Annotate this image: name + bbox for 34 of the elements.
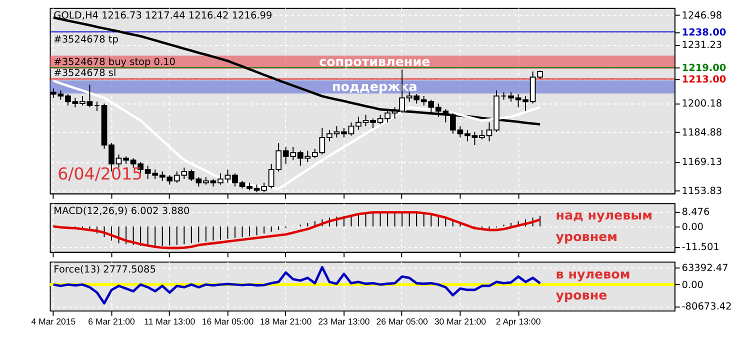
x-tick-label: 16 Mar 05:00 — [202, 316, 254, 327]
ref-line-label: #3524678 sl — [54, 68, 116, 80]
x-tick-label: 4 Mar 2015 — [31, 316, 76, 327]
y-tick-label: -80673.42 — [682, 302, 732, 313]
y-tick-label: 8.476 — [682, 206, 710, 218]
annotation: в нулевом уровне — [556, 266, 630, 303]
y-tick-label: 1219.00 — [682, 63, 726, 74]
band-label: сопротивление — [319, 54, 430, 70]
ref-line-label: #3524678 buy stop 0.10 — [54, 56, 176, 68]
x-tick-label: 30 Mar 21:00 — [434, 316, 486, 327]
chart-title: MACD(12,26,9) 6.002 3.880 — [54, 206, 190, 217]
x-tick-label: 18 Mar 21:00 — [260, 316, 312, 327]
y-tick-label: 1231.23 — [682, 40, 722, 52]
y-tick-label: 63392.47 — [682, 263, 728, 274]
y-tick-label: 0.00 — [682, 222, 704, 233]
x-tick-label: 6 Mar 21:00 — [88, 316, 136, 327]
y-tick-label: 1238.00 — [682, 27, 726, 38]
x-tick-label: 2 Apr 13:00 — [496, 316, 541, 327]
annotation: над нулевым уровнем — [556, 208, 652, 244]
y-tick-label: 1213.00 — [682, 74, 726, 86]
x-tick-label: 23 Mar 13:00 — [318, 316, 370, 327]
annotation: 6/04/2015 — [58, 164, 143, 184]
y-tick-label: -11.501 — [682, 242, 720, 254]
y-tick-label: 1153.83 — [682, 186, 722, 198]
chart-title: GOLD,H4 1216.73 1217.44 1216.42 1216.99 — [54, 10, 272, 22]
x-tick-label: 26 Mar 05:00 — [376, 316, 428, 327]
y-tick-label: 1184.88 — [682, 127, 722, 138]
ref-line-label: #3524678 tp — [54, 34, 118, 46]
y-tick-label: 0.00 — [682, 280, 704, 291]
chart-title: Force(13) 2777.5085 — [54, 264, 156, 276]
x-tick-label: 11 Mar 13:00 — [144, 316, 196, 327]
y-tick-label: 1246.98 — [682, 10, 722, 22]
y-tick-label: 1200.18 — [682, 98, 722, 110]
y-tick-label: 1169.13 — [682, 157, 722, 168]
